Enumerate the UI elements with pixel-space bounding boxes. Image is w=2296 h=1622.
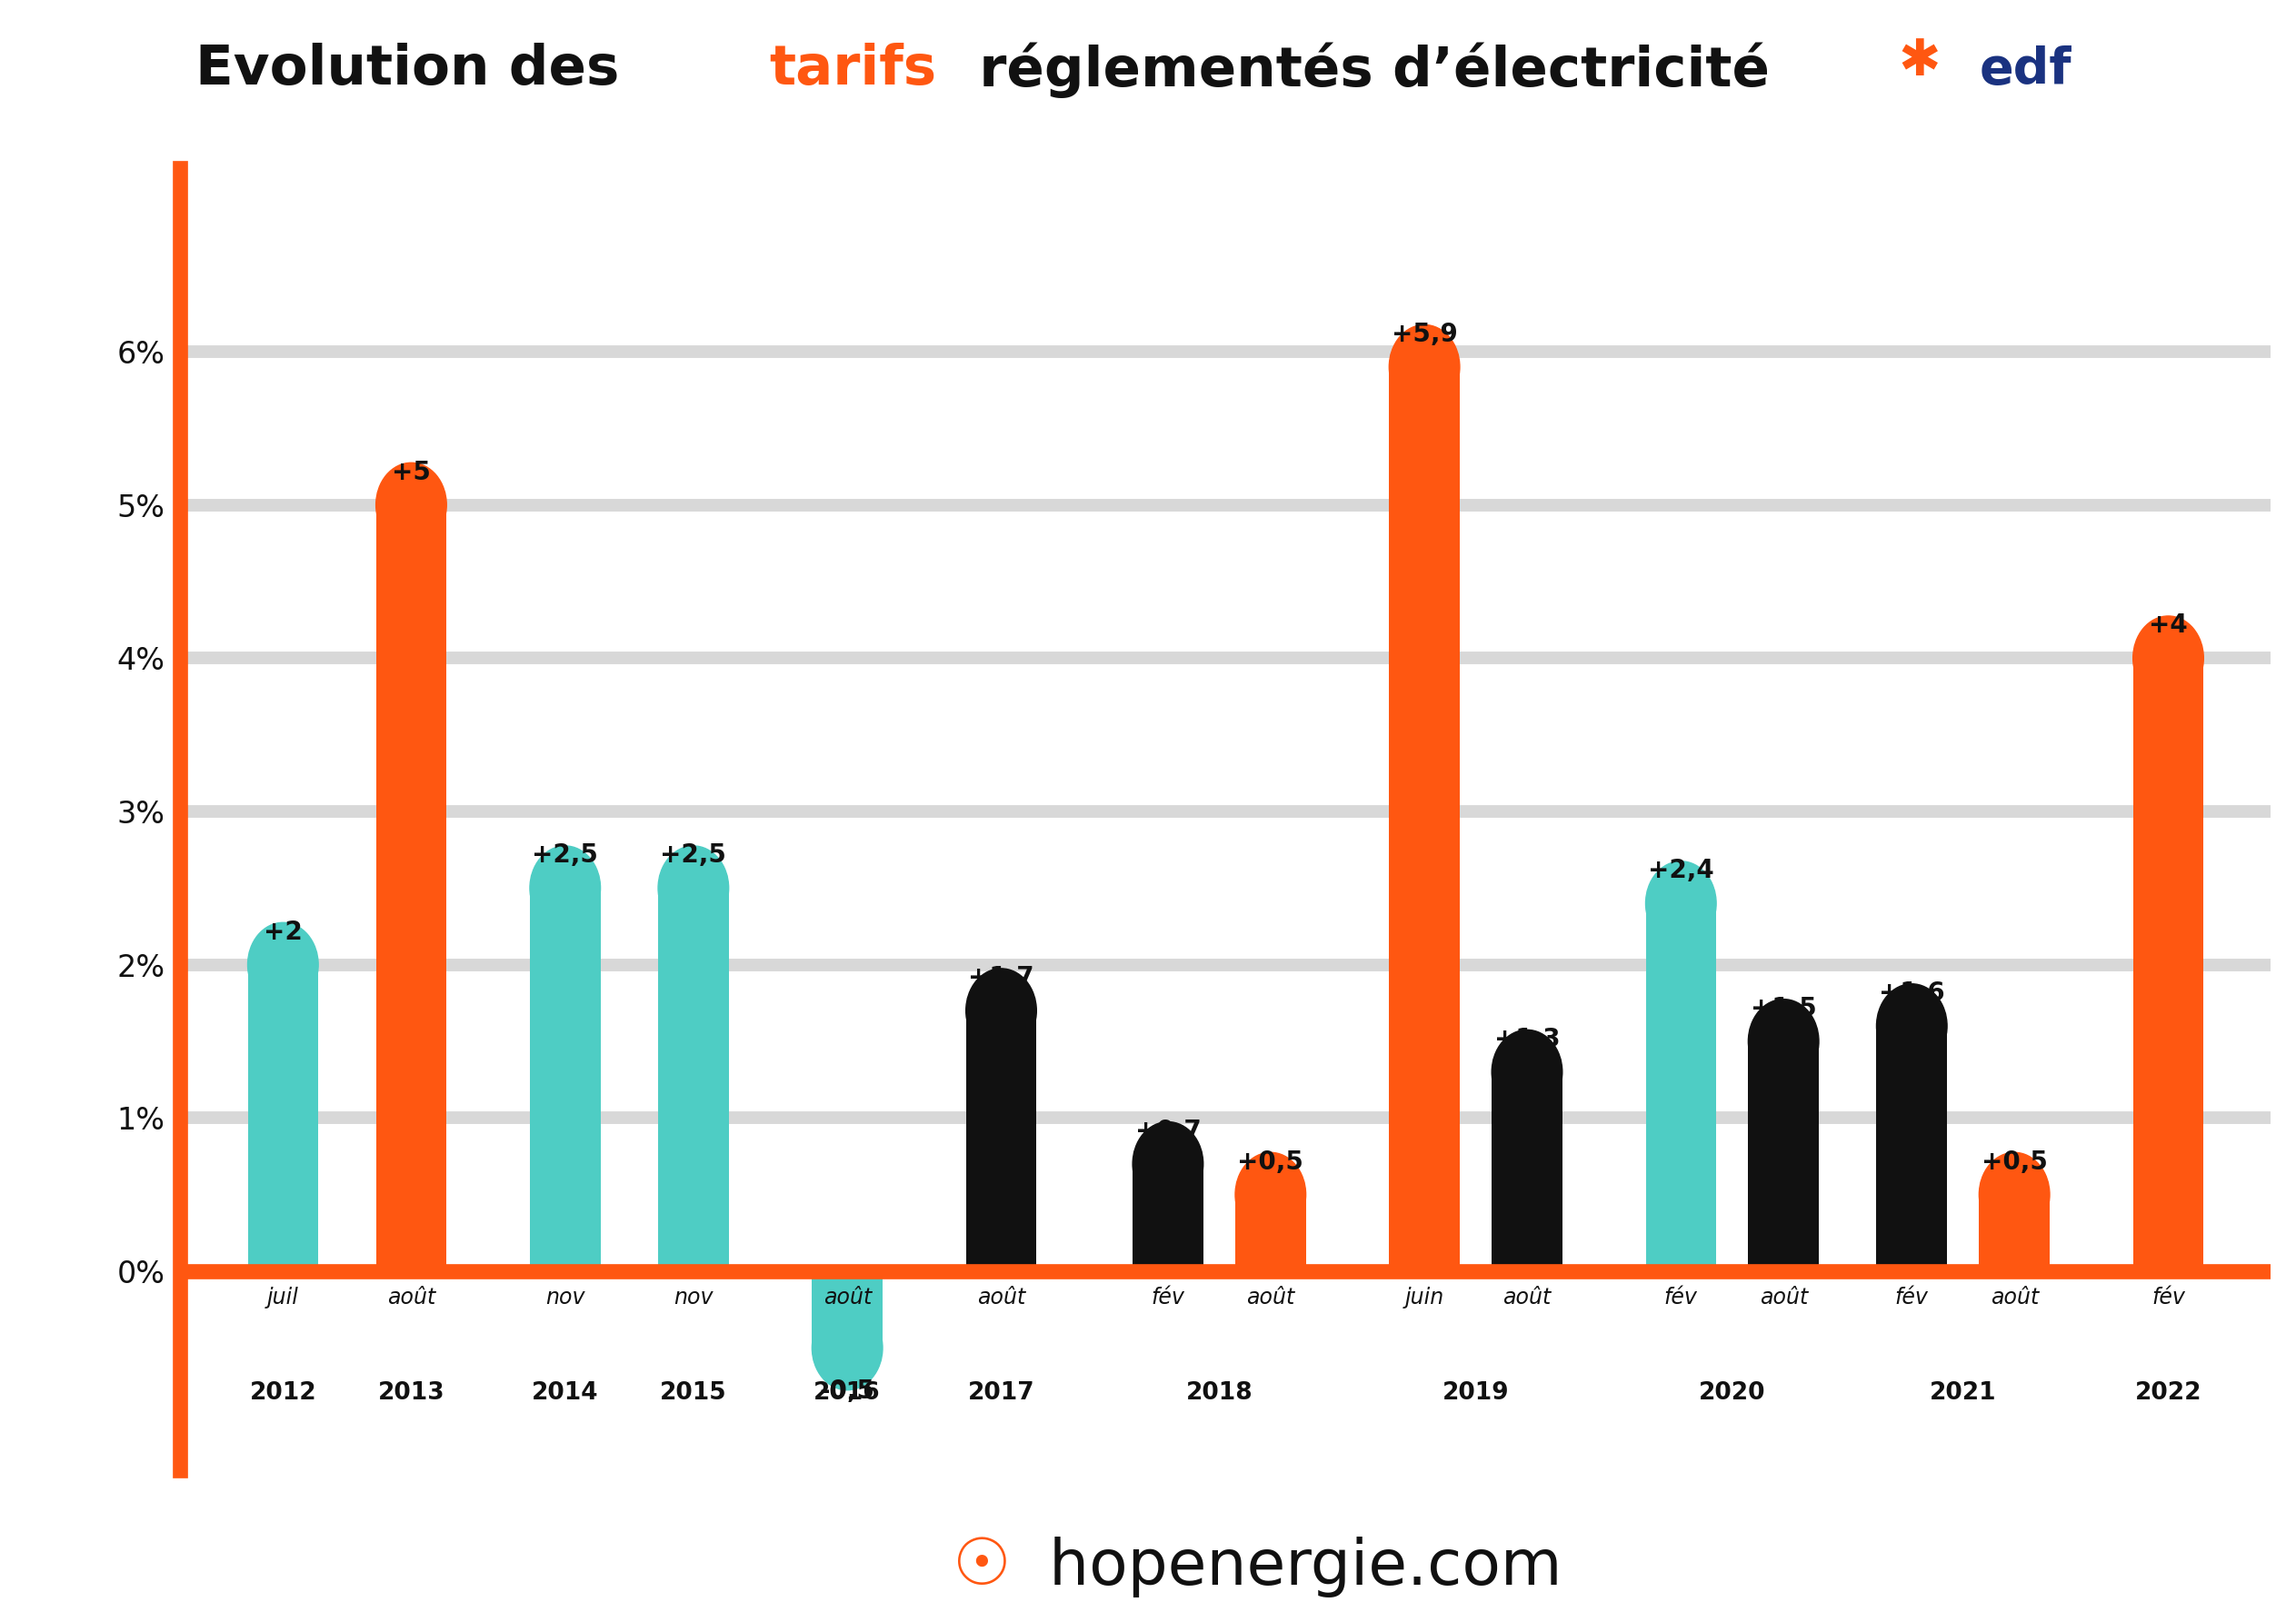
Bar <box>813 1306 882 1348</box>
Text: edf: edf <box>1979 45 2071 94</box>
Ellipse shape <box>2133 616 2204 701</box>
Bar <box>659 889 728 931</box>
Bar <box>1235 1195 1306 1236</box>
Bar <box>1492 1114 1561 1272</box>
Ellipse shape <box>1646 861 1715 946</box>
Bar <box>1492 1072 1561 1114</box>
Text: août: août <box>388 1286 436 1309</box>
Text: +2,4: +2,4 <box>1649 858 1715 884</box>
Bar <box>1979 1236 2050 1272</box>
Bar <box>530 889 602 931</box>
Text: août: août <box>1247 1286 1295 1309</box>
Bar <box>813 1272 882 1306</box>
Text: nov: nov <box>546 1286 585 1309</box>
Bar <box>377 547 445 1272</box>
Text: fév: fév <box>1665 1286 1697 1309</box>
Bar <box>1876 1069 1947 1272</box>
Text: réglementés d’électricité: réglementés d’électricité <box>960 42 1770 97</box>
Text: fév: fév <box>1894 1286 1929 1309</box>
Text: +0,5: +0,5 <box>1981 1150 2048 1174</box>
Text: +4: +4 <box>2149 613 2188 637</box>
Text: août: août <box>1991 1286 2039 1309</box>
Bar <box>659 931 728 1272</box>
Text: ✱: ✱ <box>1899 37 1940 86</box>
Bar <box>248 1007 319 1272</box>
Ellipse shape <box>659 847 728 931</box>
Text: Evolution des: Evolution des <box>195 42 638 97</box>
Text: +2,5: +2,5 <box>533 843 599 868</box>
Bar <box>377 504 445 547</box>
Text: 2022: 2022 <box>2135 1382 2202 1405</box>
Bar <box>1389 409 1460 1272</box>
Bar <box>530 931 602 1272</box>
Text: 2019: 2019 <box>1442 1382 1508 1405</box>
Text: 2020: 2020 <box>1699 1382 1766 1405</box>
Bar <box>1979 1195 2050 1236</box>
Text: fév: fév <box>1150 1286 1185 1309</box>
Bar <box>1646 903 1715 946</box>
Text: 2017: 2017 <box>967 1382 1035 1405</box>
Bar <box>1646 946 1715 1272</box>
Text: 2012: 2012 <box>250 1382 317 1405</box>
Text: 2013: 2013 <box>379 1382 445 1405</box>
Text: août: août <box>1759 1286 1807 1309</box>
Text: août: août <box>978 1286 1026 1309</box>
Text: 2014: 2014 <box>533 1382 599 1405</box>
Text: -0,5: -0,5 <box>820 1379 875 1405</box>
Ellipse shape <box>1132 1122 1203 1207</box>
Text: 2016: 2016 <box>813 1382 882 1405</box>
Ellipse shape <box>377 462 445 547</box>
Text: +1,5: +1,5 <box>1750 996 1816 1022</box>
Ellipse shape <box>967 968 1035 1053</box>
Bar <box>2133 701 2204 1272</box>
Text: +5: +5 <box>393 459 432 485</box>
Bar <box>1747 1041 1818 1083</box>
Bar <box>248 965 319 1007</box>
Text: juil: juil <box>266 1286 298 1309</box>
Text: 2021: 2021 <box>1929 1382 1998 1405</box>
Text: hopenergie.com: hopenergie.com <box>1029 1536 1561 1598</box>
Ellipse shape <box>1389 324 1460 409</box>
Text: +0,5: +0,5 <box>1238 1150 1304 1174</box>
Text: ☉: ☉ <box>953 1536 1013 1598</box>
Bar <box>2133 659 2204 701</box>
Ellipse shape <box>813 1306 882 1390</box>
Bar <box>1876 1027 1947 1069</box>
Ellipse shape <box>1492 1030 1561 1114</box>
Bar <box>1132 1207 1203 1272</box>
Ellipse shape <box>1747 999 1818 1083</box>
Ellipse shape <box>248 923 319 1007</box>
Text: 2018: 2018 <box>1185 1382 1254 1405</box>
Text: août: août <box>1504 1286 1552 1309</box>
Text: 2015: 2015 <box>659 1382 728 1405</box>
Text: +2: +2 <box>264 920 303 944</box>
Text: juin: juin <box>1405 1286 1444 1309</box>
Bar <box>1235 1236 1306 1272</box>
Ellipse shape <box>1876 985 1947 1069</box>
Text: tarifs: tarifs <box>769 42 937 97</box>
Text: +1,7: +1,7 <box>969 965 1033 991</box>
Text: +1,3: +1,3 <box>1495 1027 1559 1053</box>
Ellipse shape <box>530 847 602 931</box>
Text: +5,9: +5,9 <box>1391 321 1458 347</box>
Text: +2,5: +2,5 <box>661 843 726 868</box>
Text: nov: nov <box>673 1286 714 1309</box>
Ellipse shape <box>1979 1153 2050 1236</box>
Text: août: août <box>822 1286 872 1309</box>
Bar <box>967 1053 1035 1272</box>
Text: fév: fév <box>2151 1286 2186 1309</box>
Ellipse shape <box>1235 1153 1306 1236</box>
Text: +1,6: +1,6 <box>1878 981 1945 1006</box>
Bar <box>1747 1083 1818 1272</box>
Bar <box>967 1011 1035 1053</box>
Bar <box>1389 367 1460 409</box>
Text: +0,7: +0,7 <box>1134 1119 1201 1144</box>
Bar <box>1132 1165 1203 1207</box>
